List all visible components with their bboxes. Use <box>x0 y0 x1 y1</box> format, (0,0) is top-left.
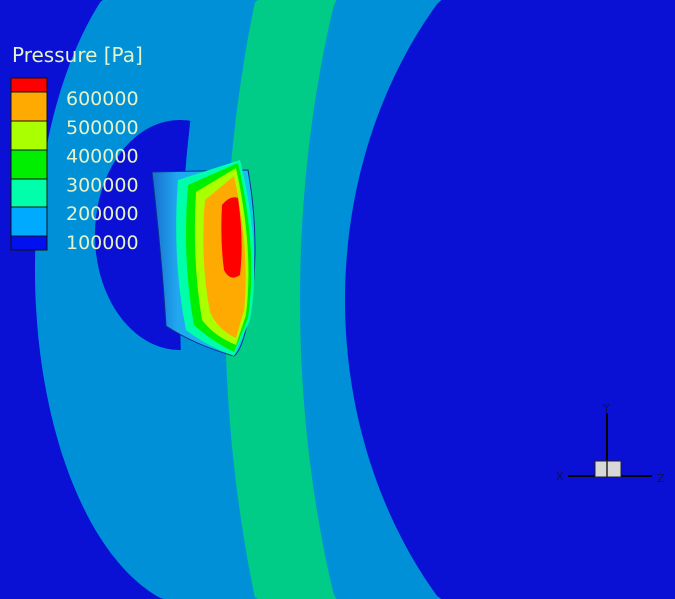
axis-label-y: Y <box>602 402 610 415</box>
orientation-cube-icon <box>594 460 622 478</box>
legend-swatch <box>10 120 48 151</box>
legend-label: 300000 <box>66 174 139 196</box>
legend-swatch <box>10 149 48 180</box>
contour-600000 <box>221 197 242 278</box>
legend-label: 100000 <box>66 232 139 254</box>
legend-label: 600000 <box>66 88 139 110</box>
axis-triad: Y X Z <box>556 402 665 485</box>
pressure-legend: Pressure [Pa] 600000 500000 400000 300000 20… <box>10 43 143 254</box>
legend-labels: 600000 500000 400000 300000 200000 100000 <box>66 88 139 254</box>
legend-swatch <box>10 91 48 122</box>
legend-swatch <box>10 178 48 208</box>
axis-label-x: X <box>556 470 564 483</box>
legend-swatch <box>10 77 48 93</box>
axis-label-z: Z <box>657 472 665 485</box>
legend-swatch <box>10 206 48 237</box>
legend-title: Pressure [Pa] <box>12 43 143 67</box>
legend-label: 400000 <box>66 146 139 168</box>
legend-label: 500000 <box>66 117 139 139</box>
inner-low-pressure-region <box>345 0 675 599</box>
legend-label: 200000 <box>66 203 139 225</box>
legend-swatch <box>10 235 48 251</box>
legend-color-bar <box>10 77 48 251</box>
cylinder-body <box>151 160 256 357</box>
